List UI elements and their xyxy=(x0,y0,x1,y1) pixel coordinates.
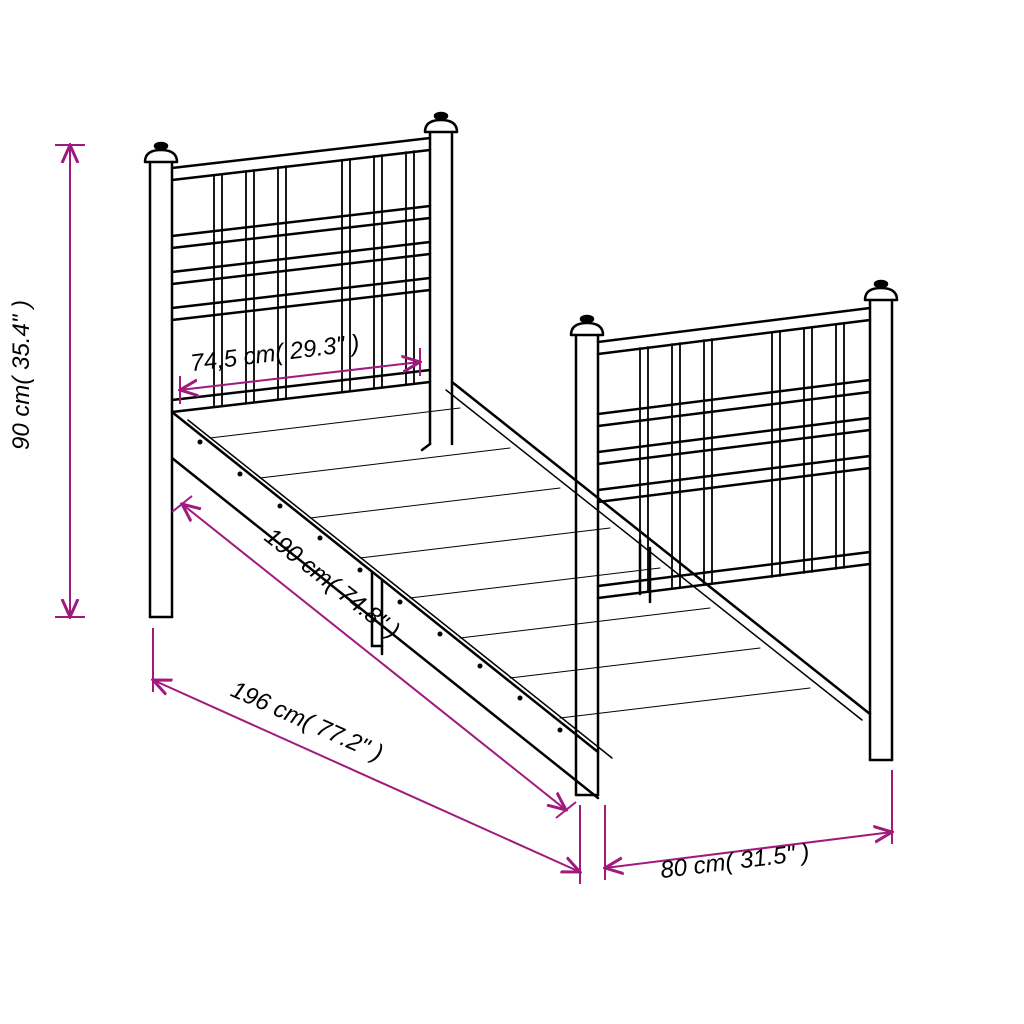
height-label-real: 90 cm( 35.4" ) xyxy=(8,300,36,450)
bed-frame-diagram xyxy=(0,0,1024,1024)
dimension-lines xyxy=(55,145,892,884)
